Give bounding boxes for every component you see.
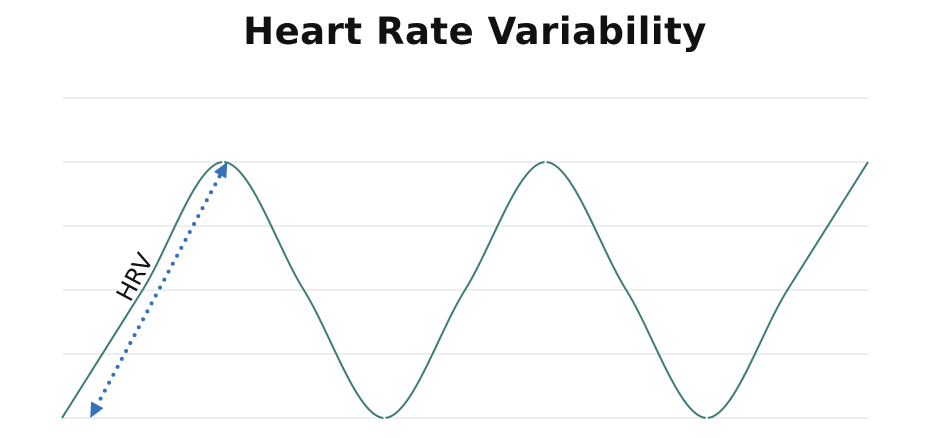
trough-notch bbox=[383, 416, 386, 420]
chart-title: Heart Rate Variability bbox=[243, 10, 707, 53]
peak-notch bbox=[544, 160, 547, 164]
hrv-label: HRV bbox=[111, 248, 159, 306]
hrv-arrow-line bbox=[94, 171, 224, 409]
trough-notch bbox=[705, 416, 708, 420]
peak-notch bbox=[222, 160, 225, 164]
hrv-arrow-head-top bbox=[213, 162, 228, 179]
series-group bbox=[61, 160, 869, 420]
hrv-arrow-head-bottom bbox=[90, 401, 104, 418]
